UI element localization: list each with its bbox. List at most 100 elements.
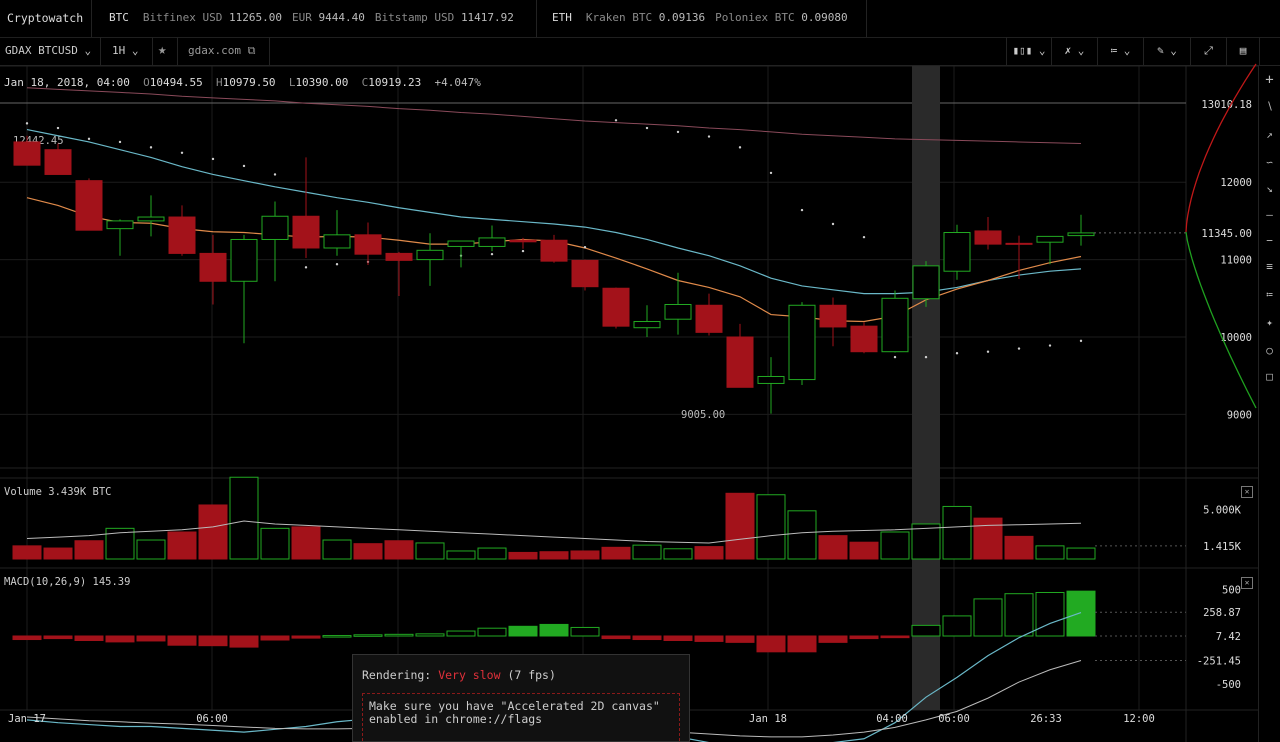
price-tick-label: 11345.00 xyxy=(1201,228,1252,240)
macd-histogram-bar xyxy=(756,635,786,653)
candle-body xyxy=(75,180,103,231)
chevron-down-icon: ⌄ xyxy=(84,44,92,57)
macd-histogram-bar xyxy=(1066,590,1096,637)
macd-label: MACD(10,26,9) 145.39 xyxy=(4,576,131,588)
volume-bar xyxy=(973,517,1003,560)
favorite-star-icon[interactable]: ★ xyxy=(153,37,178,65)
close-macd-icon[interactable]: ✕ xyxy=(1241,577,1253,589)
fan-icon[interactable]: ✦ xyxy=(1266,316,1273,329)
psar-dot xyxy=(87,137,91,141)
macd-histogram-bar xyxy=(415,633,445,637)
psar-dot xyxy=(986,350,990,353)
volume-bar xyxy=(12,545,42,560)
ohlc-change: +4.047% xyxy=(434,76,481,89)
volume-bar xyxy=(446,550,476,560)
candle-body xyxy=(943,232,971,272)
macd-histogram-bar xyxy=(973,598,1003,637)
candle-body xyxy=(261,215,289,240)
macd-histogram-bar xyxy=(1004,593,1034,637)
macd-tick-label: -500 xyxy=(1216,679,1241,691)
exchange-domain: gdax.com xyxy=(188,44,241,57)
chart-style-icon[interactable]: ≔ ⌄ xyxy=(1097,37,1143,65)
price-tick-label: 10000 xyxy=(1220,332,1252,344)
ohlc-c-label: C xyxy=(361,76,369,89)
psar-dot xyxy=(335,263,339,266)
macd-tick-label: -251.45 xyxy=(1197,655,1241,667)
screenshot-icon[interactable]: ▤ xyxy=(1226,37,1260,65)
volume-bar xyxy=(260,527,290,560)
long-ma-line xyxy=(26,87,1082,144)
rendering-hint: Make sure you have "Accelerated 2D canva… xyxy=(362,693,680,741)
candle-body xyxy=(230,238,258,282)
indicators-icon[interactable]: ✗ ⌄ xyxy=(1051,37,1097,65)
candles-icon[interactable]: ▮▯▮ ⌄ xyxy=(1006,37,1051,65)
exchange-link[interactable]: gdax.com ⧉ xyxy=(178,37,270,65)
arrow-icon[interactable]: ↘ xyxy=(1266,182,1273,195)
ticker-exchange: Bitstamp USD xyxy=(374,11,455,24)
draw-icon[interactable]: ✎ ⌄ xyxy=(1143,37,1190,65)
candle-body xyxy=(13,141,41,166)
macd-histogram-bar xyxy=(787,635,817,653)
volume-bar xyxy=(632,544,662,560)
volume-bar xyxy=(818,535,848,560)
circle-icon[interactable]: ○ xyxy=(1266,344,1273,357)
volume-bar xyxy=(136,539,166,560)
fullscreen-icon[interactable]: ⤢ xyxy=(1190,37,1226,65)
ticker-symbol-btc: BTC xyxy=(109,11,129,24)
volume-bar xyxy=(167,531,197,560)
ticker-btc[interactable]: BTC Bitfinex USD 11265.00 EUR 9444.40 Bitst… xyxy=(93,0,537,37)
psar-dot xyxy=(583,246,587,249)
parallel-lines-icon[interactable]: ≡ xyxy=(1266,260,1273,273)
macd-histogram-bar xyxy=(849,635,879,640)
volume-bar xyxy=(539,551,569,560)
candle-body xyxy=(726,336,754,388)
volume-bar xyxy=(787,510,817,560)
horizontal-line-icon[interactable]: — xyxy=(1266,208,1273,221)
candle-body xyxy=(44,149,72,175)
market-selector[interactable]: GDAX BTCUSD ⌄ xyxy=(0,37,101,65)
interval-selector[interactable]: 1H ⌄ xyxy=(101,37,153,65)
candle-body xyxy=(1005,242,1033,245)
psar-dot xyxy=(211,157,215,161)
rendering-status: Rendering: Very slow (7 fps) xyxy=(362,668,556,682)
volume-bar xyxy=(477,547,507,560)
ticker-price: 0.09136 xyxy=(658,11,706,24)
hover-column xyxy=(912,66,940,710)
rendering-label: Rendering: xyxy=(362,668,432,682)
psar-dot xyxy=(862,235,866,239)
crosshair-icon[interactable]: + xyxy=(1265,72,1274,88)
path-icon[interactable]: ∽ xyxy=(1266,156,1273,169)
trendline-icon[interactable]: ∖ xyxy=(1265,100,1273,113)
volume-bar xyxy=(663,548,693,560)
psar-dot xyxy=(118,140,122,144)
interval-label: 1H xyxy=(112,44,126,57)
macd-histogram-bar xyxy=(818,635,848,643)
volume-bar xyxy=(322,539,352,560)
volume-bar xyxy=(756,494,786,560)
macd-histogram-bar xyxy=(477,627,507,637)
psar-dot xyxy=(25,122,29,125)
horizontal-ray-icon[interactable]: − xyxy=(1266,234,1273,247)
candle-body xyxy=(695,304,723,333)
time-tick-label: 06:00 xyxy=(196,713,228,725)
ticker-eth[interactable]: ETH Kraken BTC 0.09136 Poloniex BTC 0.0908… xyxy=(537,0,867,37)
macd-histogram-bar xyxy=(322,635,352,638)
app-brand[interactable]: Cryptowatch xyxy=(0,0,92,37)
rectangle-icon[interactable]: □ xyxy=(1266,370,1273,383)
ray-icon[interactable]: ↗ xyxy=(1266,128,1273,141)
fib-fan-icon[interactable]: ≔ xyxy=(1266,288,1273,301)
macd-histogram-bar xyxy=(167,635,197,646)
volume-bar xyxy=(353,543,383,560)
close-volume-icon[interactable]: ✕ xyxy=(1241,486,1253,498)
ticker-exchange: EUR xyxy=(291,11,312,24)
time-tick-label: Jan 18 xyxy=(749,713,787,725)
psar-dot xyxy=(1048,344,1052,347)
volume-bar xyxy=(694,546,724,560)
volume-bar xyxy=(384,540,414,560)
highlight-column xyxy=(912,66,940,710)
volume-bar xyxy=(1004,535,1034,560)
volume-bar xyxy=(74,540,104,560)
psar-dot xyxy=(893,355,897,359)
candle-body xyxy=(292,215,320,249)
